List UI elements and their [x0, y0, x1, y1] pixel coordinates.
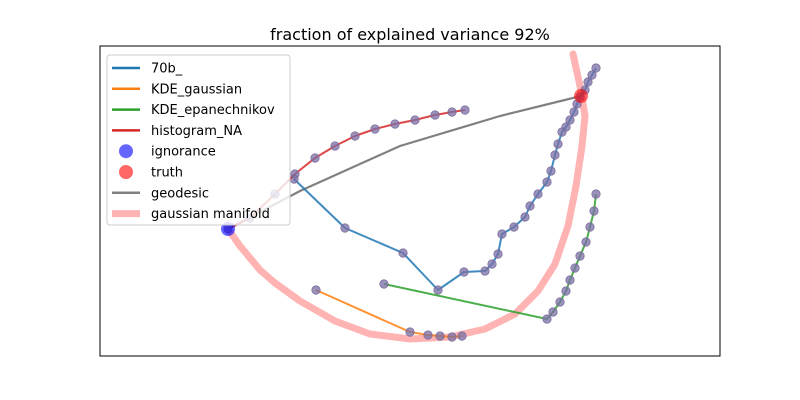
- series-70b-point: [459, 267, 469, 277]
- series-histogram-na-point: [430, 110, 440, 120]
- legend-label-kde-gaussian: KDE_gaussian: [151, 82, 242, 97]
- series-kde-gaussian-point: [405, 327, 415, 337]
- series-70b-point: [550, 150, 560, 160]
- series-kde-gaussian-point: [447, 332, 457, 342]
- legend-label-70b: 70b_: [151, 62, 183, 77]
- series-70b-point: [587, 70, 597, 80]
- legend-frame: [106, 54, 291, 226]
- series-70b-point: [509, 222, 519, 232]
- series-70b-point: [493, 249, 503, 259]
- series-70b-point: [546, 166, 556, 176]
- series-kde-epanechnikov-point: [548, 307, 558, 317]
- series-histogram-na-point: [460, 105, 470, 115]
- legend-swatch-ignorance: [119, 144, 133, 159]
- series-70b-point: [525, 201, 535, 211]
- legend-label-gaussian-manifold: gaussian manifold: [151, 207, 270, 222]
- series-truth-point: [574, 89, 588, 103]
- chart-title: fraction of explained variance 92%: [270, 25, 550, 44]
- series-70b-point: [533, 189, 543, 199]
- series-kde-gaussian-point: [457, 331, 467, 341]
- series-70b-point: [487, 259, 497, 269]
- series-kde-epanechnikov-point: [570, 263, 580, 273]
- series-kde-gaussian-point: [311, 285, 321, 295]
- series-kde-epanechnikov-point: [561, 286, 571, 296]
- series-histogram-na-point: [390, 119, 400, 129]
- legend-label-kde-epanechnikov: KDE_epanechnikov: [151, 103, 275, 118]
- legend: 70b_ KDE_gaussian KDE_epanechnikov histogra…: [106, 54, 291, 226]
- legend-label-ignorance: ignorance: [151, 145, 216, 160]
- series-kde-epanechnikov-point: [591, 189, 601, 199]
- series-kde-epanechnikov-point: [565, 275, 575, 285]
- series-histogram-na-point: [370, 124, 380, 134]
- series-kde-epanechnikov-point: [542, 314, 552, 324]
- series-70b-point: [340, 223, 350, 233]
- series-histogram-na-point: [410, 115, 420, 125]
- series-70b-point: [497, 229, 507, 239]
- legend-label-geodesic: geodesic: [151, 186, 209, 201]
- series-histogram-na-point: [350, 131, 360, 141]
- series-histogram-na-point: [447, 107, 457, 117]
- series-70b-point: [591, 63, 601, 73]
- series-kde-epanechnikov-point: [575, 251, 585, 261]
- legend-label-histogram-na: histogram_NA: [151, 124, 242, 139]
- series-kde-epanechnikov-point: [379, 279, 389, 289]
- series-70b-point: [583, 77, 593, 87]
- series-70b-point: [433, 285, 443, 295]
- series-histogram-na-point: [310, 153, 320, 163]
- series-kde-epanechnikov-point: [581, 237, 591, 247]
- series-70b-point: [553, 139, 563, 149]
- series-70b-point: [542, 177, 552, 187]
- series-kde-epanechnikov-point: [555, 297, 565, 307]
- legend-swatch-truth: [119, 165, 133, 179]
- series-kde-epanechnikov-point: [585, 222, 595, 232]
- series-gaussian-manifold-line: [224, 50, 589, 343]
- series-histogram-na-point: [330, 141, 340, 151]
- series-kde-gaussian-point: [435, 331, 445, 341]
- series-70b-point: [480, 266, 490, 276]
- series-kde-epanechnikov-point: [589, 206, 599, 216]
- series-70b-point: [398, 248, 408, 258]
- series-70b-point: [565, 115, 575, 125]
- series-kde-gaussian-point: [423, 330, 433, 340]
- series-70b-point: [520, 212, 530, 222]
- series-70b-point: [561, 122, 571, 132]
- series-70b-point: [569, 107, 579, 117]
- legend-label-truth: truth: [151, 166, 183, 181]
- series-histogram-na-point: [290, 169, 300, 179]
